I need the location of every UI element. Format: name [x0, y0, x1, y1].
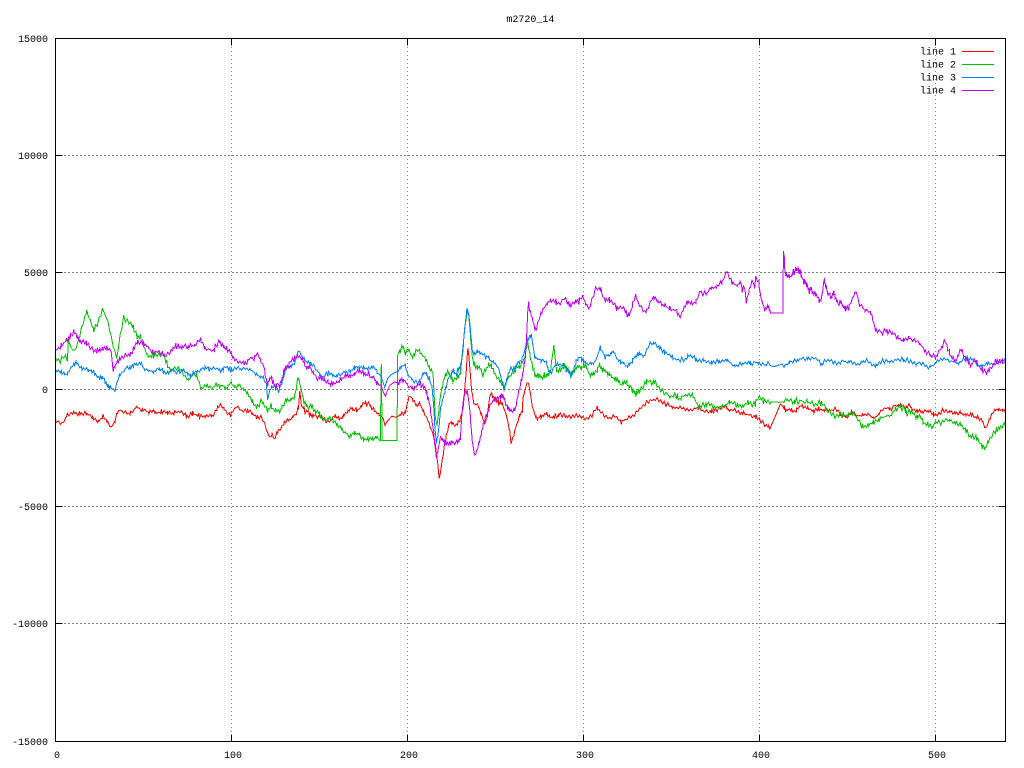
svg-text:0: 0	[54, 751, 60, 762]
svg-text:m2720_14: m2720_14	[506, 15, 554, 26]
svg-text:200: 200	[400, 751, 418, 762]
svg-text:15000: 15000	[18, 35, 48, 46]
svg-text:line 4: line 4	[920, 86, 956, 98]
svg-text:300: 300	[576, 751, 594, 762]
svg-text:0: 0	[42, 386, 48, 397]
svg-text:-15000: -15000	[12, 738, 48, 749]
svg-text:-10000: -10000	[12, 620, 48, 631]
svg-text:5000: 5000	[24, 269, 48, 280]
svg-text:500: 500	[928, 751, 946, 762]
svg-text:400: 400	[752, 751, 770, 762]
svg-text:line 1: line 1	[920, 47, 956, 59]
svg-text:100: 100	[224, 751, 242, 762]
svg-text:10000: 10000	[18, 152, 48, 163]
svg-text:-5000: -5000	[18, 503, 48, 514]
svg-text:line 3: line 3	[920, 73, 956, 85]
svg-text:line 2: line 2	[920, 60, 956, 72]
